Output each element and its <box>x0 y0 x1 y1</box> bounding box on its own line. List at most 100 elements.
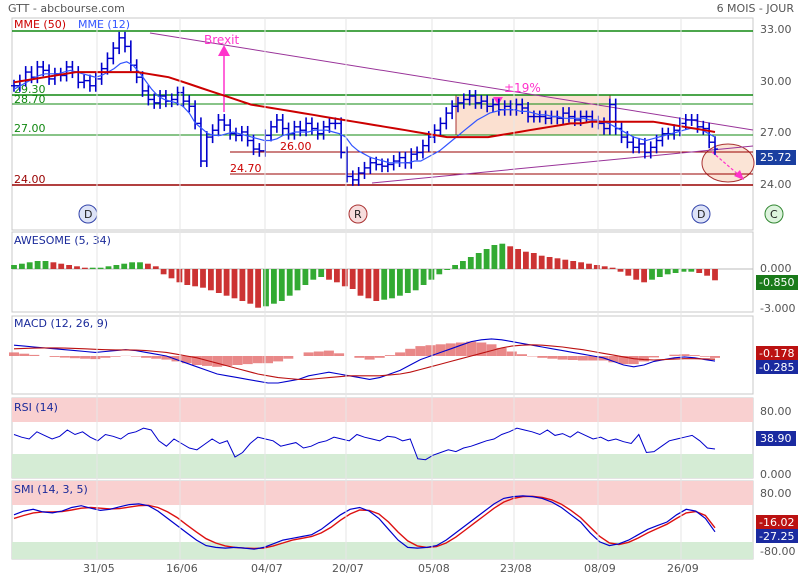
macd-histogram-bar <box>181 356 192 364</box>
x-tick-label: 08/09 <box>584 562 616 575</box>
ao-bar <box>255 269 261 308</box>
macd-histogram-bar <box>456 342 466 356</box>
price-panel: Brexit ±19% 26.00 24.70 29.30 28.70 27.0… <box>12 18 796 224</box>
forecast-arrow <box>711 151 741 177</box>
macd-histogram-bar <box>689 355 700 356</box>
resistance-trendline <box>149 32 754 131</box>
ao-bar <box>649 269 655 280</box>
ao-bar <box>436 269 443 275</box>
ao-bar <box>215 269 222 293</box>
ao-bar <box>523 251 529 269</box>
ao-bar <box>263 269 269 307</box>
macd-histogram-bar <box>415 346 426 356</box>
ao-bar <box>688 269 695 272</box>
ao-bar <box>633 269 640 280</box>
ao-bar <box>286 269 293 296</box>
ao-bar <box>184 269 191 285</box>
marker-c <box>764 204 784 224</box>
panel-frame-0 <box>11 17 754 231</box>
marker-r <box>348 204 368 224</box>
ao-bar <box>334 269 340 283</box>
y-tick-33: 33.00 <box>760 23 792 36</box>
macd-histogram-bar <box>405 348 416 356</box>
macd-histogram-bar <box>395 352 406 356</box>
macd-histogram-bar <box>638 356 649 362</box>
ao-bar <box>341 269 348 287</box>
macd-histogram-bar <box>222 356 233 366</box>
macd-legend: MACD (12, 26, 9) <box>14 317 108 330</box>
ao-bar <box>704 269 710 276</box>
macd-histogram-bar <box>628 356 639 365</box>
macd-histogram-bar <box>29 354 40 356</box>
period-label: 6 MOIS - JOUR <box>716 2 794 15</box>
macd-histogram-bar <box>547 356 558 359</box>
smi-overbought-zone <box>12 481 753 505</box>
macd-histogram-bar <box>283 356 294 359</box>
rsi-last-badge <box>756 431 796 446</box>
x-tick-label: 20/07 <box>332 562 364 575</box>
ao-bar <box>412 269 419 291</box>
ao-bar <box>168 269 175 279</box>
ao-bar <box>460 261 466 269</box>
marker-d1-label: D <box>84 208 92 221</box>
ao-bar <box>467 257 474 269</box>
ao-bar <box>145 263 151 269</box>
macd-histogram-bar <box>100 356 111 358</box>
forecast-arrowhead <box>734 170 744 180</box>
ao-bar <box>475 253 482 269</box>
ao-bar <box>192 269 198 287</box>
ao-bar <box>428 269 435 280</box>
macd-histogram-bar <box>242 356 253 365</box>
ao-bar <box>546 257 553 269</box>
ao-bar <box>89 267 96 269</box>
macd-last2-badge <box>756 360 798 374</box>
support-trendline <box>371 145 754 184</box>
macd-histogram-bar <box>232 356 243 365</box>
level-24-label: 24.00 <box>14 173 46 186</box>
macd-histogram-bar <box>130 356 141 357</box>
macd-histogram-bar <box>384 355 395 356</box>
y-tick-30: 30.00 <box>760 75 792 88</box>
ao-bar <box>11 265 17 269</box>
rsi-tick-80: 80.00 <box>760 405 792 418</box>
macd-histogram-bar <box>212 356 223 367</box>
macd-histogram-bar <box>313 351 324 356</box>
ao-bar <box>58 263 65 269</box>
rsi-oversold-zone <box>12 454 753 478</box>
level-2470-label: 24.70 <box>230 162 262 175</box>
ao-bar <box>176 269 183 283</box>
ao-bar <box>664 269 671 275</box>
brexit-arrowhead <box>218 45 230 56</box>
ao-bar <box>74 266 80 269</box>
ao-bar <box>444 269 451 270</box>
x-tick-label: 31/05 <box>83 562 115 575</box>
macd-last1-value: -0.178 <box>759 347 794 360</box>
macd-histogram-bar <box>557 356 568 360</box>
rsi-legend: RSI (14) <box>14 401 58 414</box>
ao-bar <box>82 267 88 269</box>
marker-d2-label: D <box>697 208 705 221</box>
macd-series <box>9 338 720 384</box>
ao-bar <box>231 269 238 299</box>
macd-histogram-bar <box>364 356 375 360</box>
ao-bar <box>247 269 254 304</box>
ao-bar <box>373 269 380 301</box>
macd-histogram-bar <box>435 344 446 356</box>
ao-bar <box>712 269 718 281</box>
ao-bar <box>50 262 57 269</box>
macd-histogram-bar <box>466 341 477 356</box>
ao-bar <box>200 269 206 288</box>
x-tick-label: 23/08 <box>500 562 532 575</box>
ao-tick-0: 0.000 <box>760 262 792 275</box>
macd-histogram-bar <box>496 347 507 356</box>
level-26-label: 26.00 <box>280 140 312 153</box>
ao-bar <box>499 243 506 269</box>
macd-histogram-bar <box>191 356 202 365</box>
ao-bar <box>42 261 49 269</box>
ao-bar <box>593 265 600 269</box>
ao-bar <box>625 269 632 276</box>
ao-bar <box>389 269 395 299</box>
macd-histogram-bar <box>171 356 182 362</box>
x-tick-label: 26/09 <box>667 562 699 575</box>
level-2870-label: 28.70 <box>14 93 46 106</box>
